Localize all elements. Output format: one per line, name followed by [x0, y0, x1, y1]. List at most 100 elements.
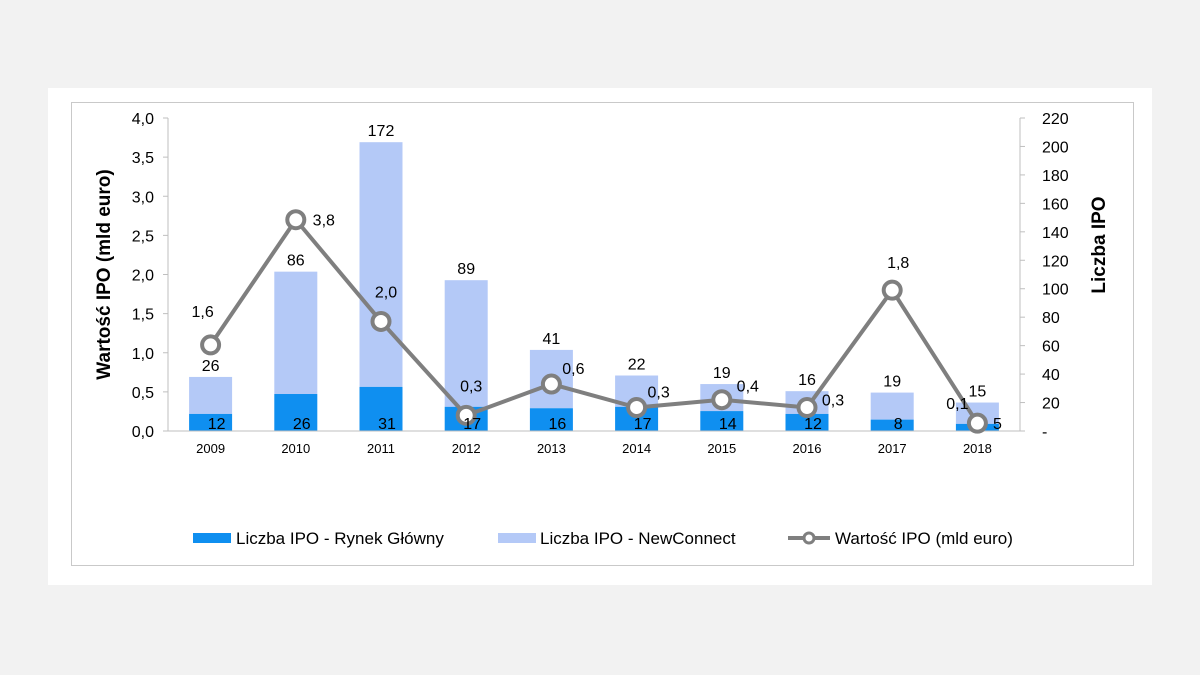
bar-rynek-glowny-2016	[785, 413, 829, 431]
bar-rynek-glowny-2009	[189, 413, 233, 431]
bar-rynek-glowny-2010	[274, 394, 318, 431]
value-marker-2009	[200, 334, 222, 356]
bars-layer	[189, 142, 999, 431]
legend-swatch-marker	[802, 531, 816, 545]
x-tick-label: 2018	[963, 441, 992, 456]
bar-newconnect-2010	[274, 271, 318, 395]
right-tick-label: -	[1042, 424, 1047, 441]
newconnect-label-2017: 19	[883, 374, 901, 391]
x-tick-label: 2011	[367, 441, 395, 456]
left-tick-label: 3,0	[132, 189, 154, 206]
value-marker-2018	[966, 412, 988, 434]
chart-frame	[71, 102, 1134, 566]
x-tick-label: 2015	[707, 441, 736, 456]
right-tick-label: 200	[1042, 139, 1069, 156]
newconnect-label-2016: 16	[798, 372, 816, 389]
rynek-glowny-label-2011: 31	[378, 416, 396, 433]
ipo-chart: 0,0 0,5 1,0 1,5 2,0 2,5 3,0 3,5 4,0 - 20 40 60 80 100 1…	[94, 111, 1110, 548]
legend-swatch-rynek-glowny	[193, 533, 231, 543]
legend: Liczba IPO - Rynek Główny Liczba IPO - Ne…	[193, 529, 1013, 548]
labels-layer: 1,6 3,8 2,0 0,3 0,6 0,3 0,4 0,3 1,8 0,1 26 86 172 89 4…	[191, 123, 1001, 433]
right-tick-label: 80	[1042, 310, 1060, 327]
rynek-glowny-label-2013: 16	[549, 416, 567, 433]
newconnect-label-2013: 41	[543, 331, 561, 348]
bar-rynek-glowny-2013	[529, 408, 573, 431]
newconnect-label-2012: 89	[457, 261, 475, 278]
x-tick-label: 2014	[622, 441, 651, 456]
x-tick-label: 2012	[452, 441, 481, 456]
right-tick-label: 220	[1042, 111, 1069, 128]
value-label-2009: 1,6	[191, 304, 213, 321]
legend-label-rynek-glowny: Liczba IPO - Rynek Główny	[236, 529, 444, 548]
value-marker-2016	[796, 397, 818, 419]
legend-swatch-newconnect	[498, 533, 536, 543]
legend-label-value: Wartość IPO (mld euro)	[835, 529, 1013, 548]
right-tick-label: 100	[1042, 282, 1069, 299]
right-tick-label: 20	[1042, 396, 1060, 413]
value-label-2015: 0,4	[737, 379, 759, 396]
right-tick-label: 120	[1042, 253, 1069, 270]
bar-rynek-glowny-2011	[359, 386, 403, 431]
rynek-glowny-label-2015: 14	[719, 416, 737, 433]
value-label-2012: 0,3	[460, 378, 482, 395]
left-tick-label: 1,0	[132, 346, 154, 363]
rynek-glowny-label-2012: 17	[463, 416, 481, 433]
value-label-2010: 3,8	[313, 213, 335, 230]
bar-newconnect-2011	[359, 142, 403, 387]
value-label-2013: 0,6	[562, 361, 584, 378]
value-marker-2014	[626, 397, 648, 419]
value-marker-2013	[540, 373, 562, 395]
x-tick-label: 2009	[196, 441, 225, 456]
value-marker-2017	[881, 279, 903, 301]
rynek-glowny-label-2010: 26	[293, 416, 311, 433]
newconnect-label-2010: 86	[287, 253, 305, 270]
value-label-2014: 0,3	[647, 385, 669, 402]
left-tick-label: 3,5	[132, 150, 154, 167]
right-tick-label: 180	[1042, 168, 1069, 185]
value-marker-2010	[285, 209, 307, 231]
value-label-2016: 0,3	[822, 393, 844, 410]
newconnect-label-2014: 22	[628, 357, 646, 374]
right-tick-label: 60	[1042, 339, 1060, 356]
left-tick-label: 1,5	[132, 307, 154, 324]
value-line	[208, 217, 980, 425]
value-label-2011: 2,0	[375, 284, 397, 301]
bar-newconnect-2009	[189, 376, 233, 414]
newconnect-label-2018: 15	[969, 384, 987, 401]
left-tick-label: 4,0	[132, 111, 154, 128]
left-tick-label: 0,0	[132, 424, 154, 441]
value-label-2017: 1,8	[887, 255, 909, 272]
rynek-glowny-label-2009: 12	[208, 416, 226, 433]
left-tick-label: 2,5	[132, 228, 154, 245]
left-tick-label: 0,5	[132, 385, 154, 402]
chart-card: 0,0 0,5 1,0 1,5 2,0 2,5 3,0 3,5 4,0 - 20 40 60 80 100 1…	[48, 88, 1152, 585]
x-tick-label: 2016	[793, 441, 822, 456]
bar-rynek-glowny-2015	[700, 411, 744, 431]
rynek-glowny-label-2016: 12	[804, 416, 822, 433]
x-tick-label: 2017	[878, 441, 907, 456]
right-tick-label: 160	[1042, 196, 1069, 213]
legend-label-newconnect: Liczba IPO - NewConnect	[540, 529, 736, 548]
value-marker-2012	[455, 404, 477, 426]
bar-newconnect-2012	[444, 280, 488, 407]
axes-layer: 0,0 0,5 1,0 1,5 2,0 2,5 3,0 3,5 4,0 - 20 40 60 80 100 1…	[94, 111, 1110, 456]
newconnect-label-2015: 19	[713, 365, 731, 382]
x-tick-label: 2013	[537, 441, 566, 456]
value-label-2018: 0,1	[946, 396, 968, 413]
rynek-glowny-label-2014: 17	[634, 416, 652, 433]
rynek-glowny-label-2018: 5	[993, 416, 1002, 433]
value-marker-2015	[711, 389, 733, 411]
left-tick-label: 2,0	[132, 268, 154, 285]
x-tick-label: 2010	[281, 441, 310, 456]
right-tick-label: 40	[1042, 367, 1060, 384]
newconnect-label-2009: 26	[202, 358, 220, 375]
line-layer	[200, 209, 988, 434]
bar-newconnect-2017	[870, 392, 914, 420]
left-axis-title: Wartość IPO (mld euro)	[94, 169, 115, 379]
bar-rynek-glowny-2017	[870, 419, 914, 431]
rynek-glowny-label-2017: 8	[894, 416, 903, 433]
value-marker-2011	[370, 310, 392, 332]
newconnect-label-2011: 172	[368, 123, 395, 140]
right-tick-label: 140	[1042, 225, 1069, 242]
right-axis-title: Liczba IPO	[1089, 196, 1110, 293]
